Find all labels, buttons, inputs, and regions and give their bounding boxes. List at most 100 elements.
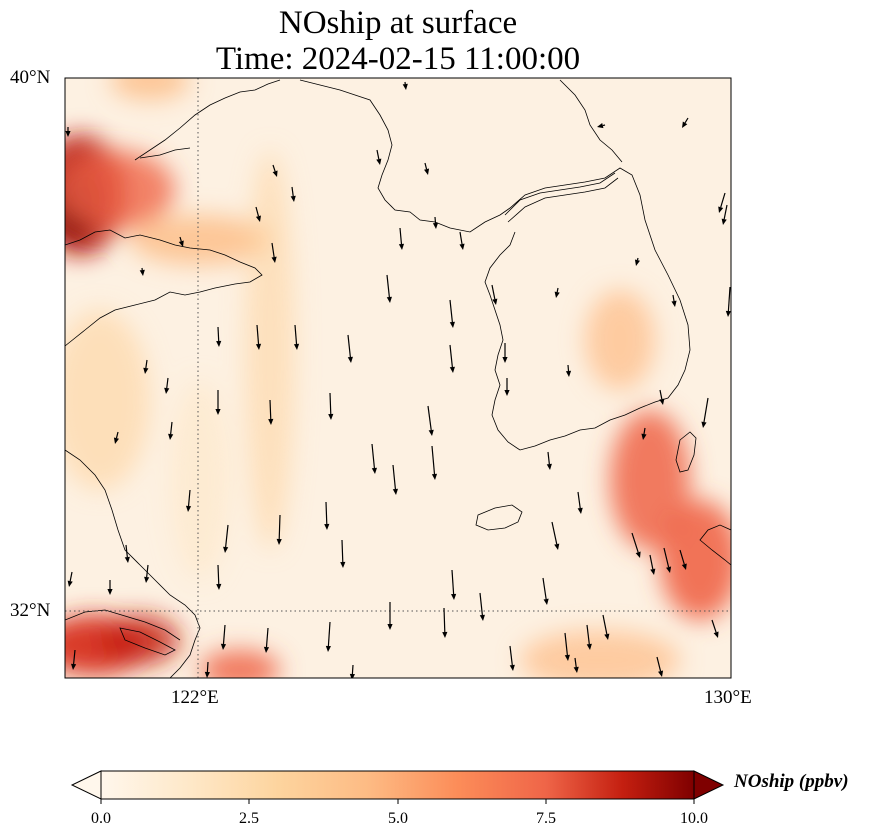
colorbar-tick: 0.0 — [91, 810, 111, 827]
wind-arrow-shaft — [449, 299, 453, 323]
wind-arrow-head — [215, 409, 221, 415]
wind-arrow-shaft — [225, 524, 229, 548]
wind-arrow-head — [479, 614, 485, 621]
wind-arrow-shaft — [542, 577, 547, 600]
wind-arrow-head — [290, 195, 296, 202]
wind-arrow-shaft — [679, 549, 685, 565]
concentration-patch — [170, 380, 230, 580]
wind-arrow-head — [554, 291, 560, 298]
wind-arrow-head — [178, 240, 184, 247]
wind-arrow-head — [428, 429, 434, 436]
wind-arrow-head — [504, 390, 510, 396]
map-area — [65, 78, 731, 678]
wind-arrow-head — [546, 463, 552, 470]
wind-arrow-head — [573, 666, 579, 673]
wind-arrow-head — [650, 568, 656, 575]
wind-arrow-shaft — [449, 344, 453, 368]
wind-arrow-head — [554, 543, 560, 550]
wind-arrow-shaft — [643, 427, 646, 435]
wind-arrow-head — [387, 624, 393, 630]
wind-arrow-shaft — [146, 564, 149, 578]
wind-arrow-head — [168, 433, 174, 440]
wind-arrow-head — [442, 631, 448, 638]
wind-arrow-head — [107, 589, 113, 595]
wind-arrow-shaft — [371, 443, 376, 469]
wind-arrow-head — [564, 654, 570, 661]
wind-arrow-shaft — [325, 501, 328, 525]
concentration-patch — [200, 650, 280, 678]
wind-arrow-head — [604, 633, 610, 640]
wind-arrow-shaft — [723, 204, 728, 220]
map-title-line1: NOship at surface — [278, 5, 518, 41]
wind-arrow-head — [671, 300, 677, 307]
colorbar-tick: 7.5 — [536, 810, 556, 827]
wind-arrow-shaft — [272, 164, 276, 172]
concentration-patch — [100, 615, 180, 665]
wind-arrow-head — [392, 488, 398, 495]
wind-arrow-shaft — [567, 364, 570, 372]
wind-arrow-shaft — [179, 236, 182, 242]
wind-arrow-shaft — [427, 405, 432, 431]
colorbar-label: NOship (ppbv) — [734, 771, 849, 792]
wind-arrow-head — [328, 413, 334, 420]
wind-arrow-head — [634, 259, 640, 266]
concentration-patch — [610, 410, 690, 550]
wind-arrow-head — [324, 523, 330, 530]
wind-arrow-shaft — [327, 621, 331, 647]
wind-arrow-shaft — [73, 649, 76, 665]
wind-arrow-head — [402, 83, 408, 90]
wind-arrow-head — [255, 343, 262, 350]
wind-arrow-shaft — [720, 192, 726, 208]
wind-arrow-shaft — [434, 216, 437, 224]
wind-arrow-shaft — [255, 206, 260, 217]
wind-arrow-head — [725, 310, 731, 317]
wind-arrow-shaft — [431, 445, 436, 475]
wind-arrow-shaft — [206, 661, 209, 673]
wind-arrow-shaft — [556, 287, 559, 293]
wind-arrow-shaft — [491, 284, 496, 300]
wind-arrow-shaft — [636, 257, 639, 261]
wind-arrow-head — [271, 256, 277, 263]
wind-arrow-shaft — [602, 124, 606, 127]
wind-arrow-head — [666, 566, 672, 573]
concentration-patch — [520, 630, 680, 678]
wind-arrow-shaft — [392, 464, 397, 490]
map-title-line2: Time: 2024-02-15 11:00:00 — [215, 41, 581, 77]
wind-arrow-shaft — [459, 231, 463, 245]
wind-arrow-shaft — [278, 514, 281, 540]
wind-arrow-head — [185, 505, 192, 512]
wind-arrow-shaft — [217, 326, 220, 342]
wind-arrow-head — [424, 168, 430, 175]
wind-arrow-head — [492, 298, 498, 305]
wind-arrow-shaft — [631, 532, 639, 553]
wind-arrow-shaft — [351, 664, 354, 675]
wind-arrow-head — [682, 121, 688, 128]
wind-arrow-head — [641, 433, 647, 440]
wind-arrow-shaft — [443, 607, 446, 633]
concentration-patch — [65, 150, 175, 230]
wind-arrow-shaft — [577, 491, 581, 509]
wind-arrow-shaft — [509, 645, 513, 666]
wind-arrow-head — [577, 507, 583, 514]
wind-arrow-head — [340, 561, 346, 568]
wind-arrow-head — [71, 663, 77, 670]
wind-arrow-head — [143, 367, 149, 374]
wind-arrow-head — [67, 580, 73, 587]
wind-arrow-shaft — [170, 421, 173, 435]
concentration-patch — [65, 310, 150, 490]
wind-arrow-shaft — [265, 627, 269, 648]
lon-label-130e: 130°E — [704, 687, 752, 708]
wind-arrow-shaft — [656, 656, 662, 672]
wind-arrow-shaft — [291, 186, 294, 197]
wind-arrow-head — [263, 646, 270, 653]
wind-arrow-head — [65, 131, 71, 137]
wind-arrow-head — [293, 343, 300, 350]
concentration-patch — [110, 78, 190, 100]
wind-arrow-head — [164, 387, 170, 394]
lon-label-122e: 122°E — [171, 687, 219, 708]
wind-arrow-shaft — [269, 399, 272, 420]
wind-arrow-shaft — [684, 117, 689, 124]
wind-arrow-head — [371, 467, 377, 474]
wind-arrow-head — [223, 546, 229, 553]
